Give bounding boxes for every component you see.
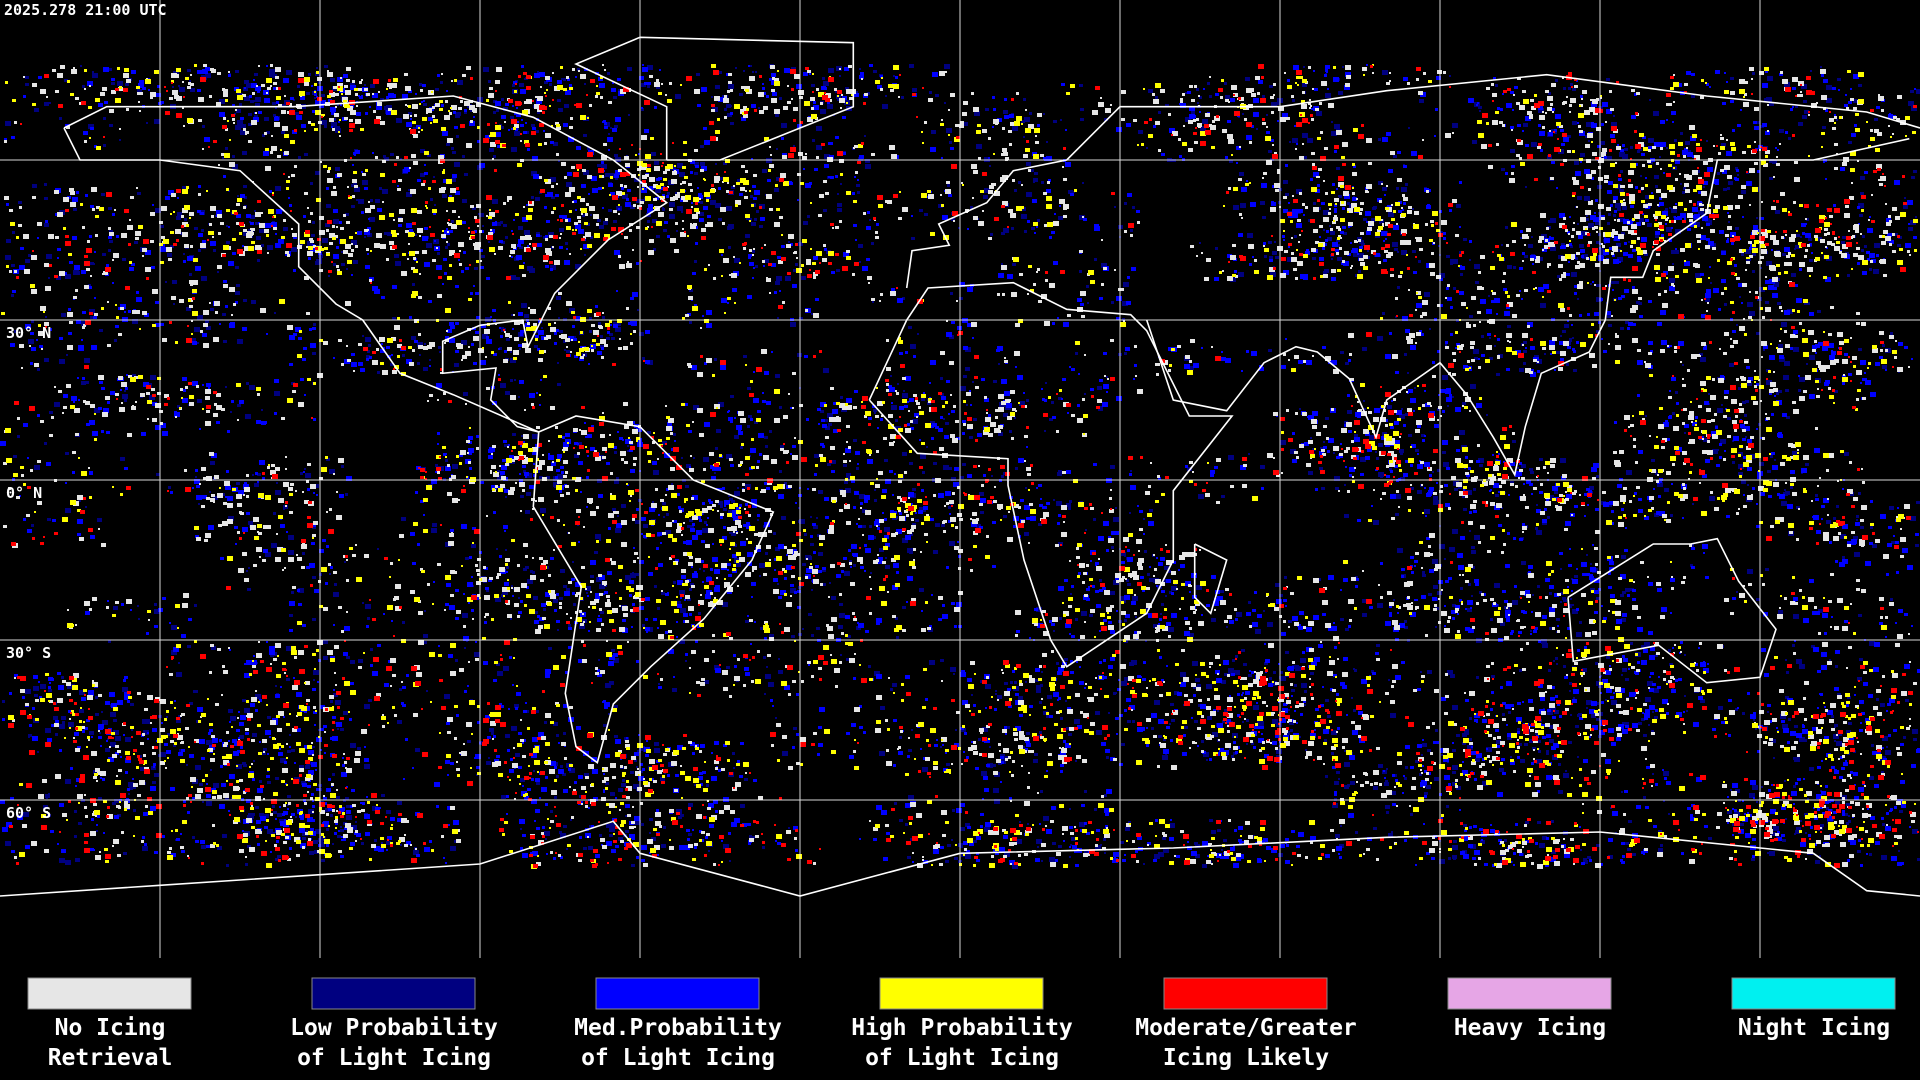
coastline	[532, 415, 775, 765]
legend-label: of Light Icing	[297, 1045, 491, 1071]
legend-label: of Light Icing	[865, 1045, 1059, 1071]
legend-label: Moderate/Greater	[1135, 1015, 1357, 1041]
coastline	[63, 95, 669, 433]
timestamp: 2025.278 21:00 UTC	[4, 1, 167, 19]
legend-label: Med.Probability	[574, 1015, 782, 1041]
legend-swatch	[879, 977, 1044, 1010]
coastline	[0, 820, 1920, 897]
latitude-label: 0° N	[6, 484, 42, 502]
coastline	[1193, 543, 1228, 615]
legend-label: Heavy Icing	[1454, 1015, 1606, 1041]
legend-label: of Light Icing	[581, 1045, 775, 1071]
legend-label: Retrieval	[48, 1045, 173, 1071]
legend-label: Low Probability	[290, 1015, 498, 1041]
latitude-label: 60° S	[6, 804, 51, 822]
legend-swatch	[27, 977, 192, 1010]
graticule	[0, 0, 1920, 958]
legend-label: Icing Likely	[1163, 1045, 1329, 1071]
legend-swatch	[1447, 977, 1612, 1010]
latitude-label: 30° S	[6, 644, 51, 662]
coastline	[1145, 137, 1910, 477]
coastline	[1567, 537, 1777, 684]
coastline	[574, 36, 855, 161]
coastline	[868, 281, 1234, 668]
legend-swatch	[1731, 977, 1896, 1010]
latitude-label: 30° N	[6, 324, 51, 342]
legend-label: High Probability	[851, 1015, 1073, 1041]
coastline	[905, 73, 1920, 289]
legend: No Icing Retrieval Low Probability of Light…	[27, 977, 1896, 1071]
legend-label: No Icing	[55, 1015, 166, 1041]
latitude-labels: 30° N 0° N 30° S 60° S	[6, 324, 51, 822]
legend-swatch	[311, 977, 476, 1010]
coastlines	[0, 36, 1920, 897]
legend-label: Night Icing	[1738, 1015, 1890, 1041]
legend-swatch	[595, 977, 760, 1010]
legend-swatch	[1163, 977, 1328, 1010]
